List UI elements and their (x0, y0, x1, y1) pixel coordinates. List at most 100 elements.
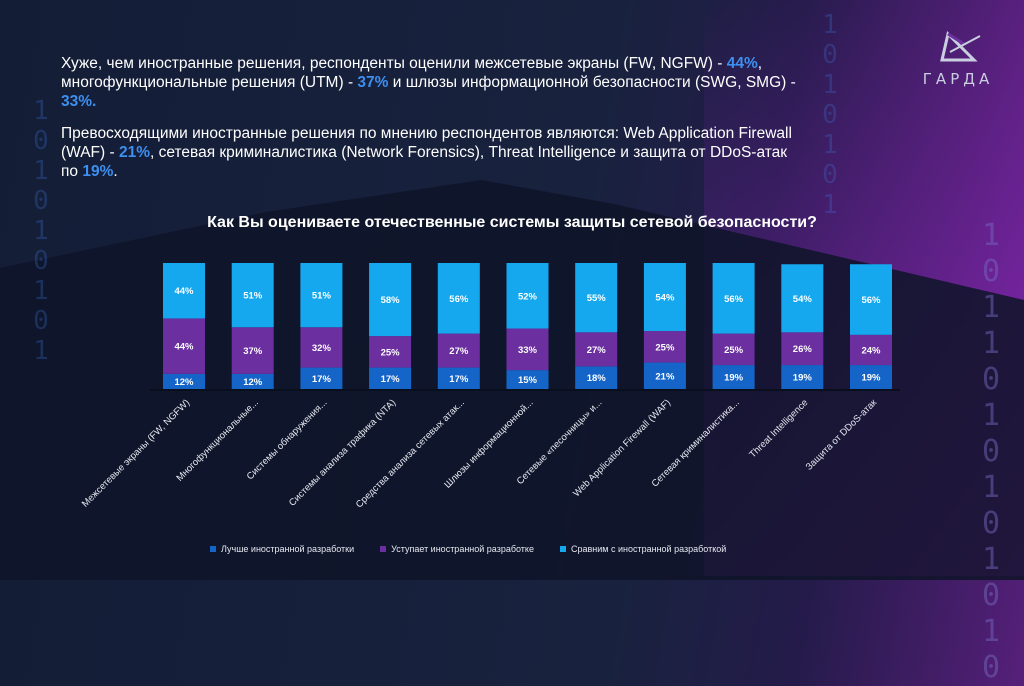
bar-segment (506, 370, 549, 389)
bar-segment (712, 263, 755, 334)
intro-p2-segment: , сетевая криминалистика (Network Forens… (61, 144, 788, 180)
legend-swatch-better (210, 546, 216, 552)
legend-label-better: Лучше иностранной разработки (221, 544, 355, 554)
intro-p1-segment: и шлюзы информационной безопасности (SWG… (388, 74, 796, 91)
bar-data-label: 19% (793, 373, 813, 384)
bar-segment (300, 327, 343, 368)
bar-data-label: 12% (174, 377, 194, 388)
bar-segment (300, 367, 343, 389)
bar-segment (163, 373, 205, 389)
bar-segment (850, 264, 892, 335)
intro-p1-segment: , многофункциональные решения (UTM) - (61, 55, 763, 91)
bar-data-label: 33% (518, 345, 538, 356)
bar-segment (575, 263, 618, 333)
bar-segment (575, 332, 618, 367)
intro-paragraph-2: Превосходящими иностранные решения по мн… (61, 124, 801, 181)
bar-segment (643, 362, 686, 389)
bar-segment (163, 318, 205, 374)
bar-segment (781, 332, 824, 366)
chart-legend: Лучше иностранной разработки Уступает ин… (210, 544, 726, 554)
bar-data-label: 24% (861, 345, 881, 356)
intro-p1-segment: 33%. (61, 93, 97, 110)
intro-p2-segment: Превосходящими иностранные решения по мн… (61, 125, 792, 161)
bar-segment (506, 263, 549, 329)
bar-data-label: 12% (243, 377, 263, 388)
bar-data-label: 25% (724, 345, 744, 356)
binary-decoration-left: 1 0 1 0 1 0 1 0 1 (33, 96, 49, 366)
bar-segment (369, 367, 412, 389)
bar-data-label: 54% (793, 294, 813, 305)
intro-p2-segment: . (113, 163, 118, 180)
bar-data-label: 44% (174, 286, 194, 297)
bar-data-label: 27% (587, 345, 607, 356)
bar-data-label: 56% (724, 294, 744, 305)
category-tick-label: Защита от DDoS-атак (804, 397, 880, 473)
category-tick-label: Системы обнаружения... (245, 397, 330, 482)
bar-segment (369, 336, 412, 368)
bar-segment (437, 333, 480, 368)
bar-segment (643, 263, 686, 332)
bar-data-label: 56% (449, 294, 469, 305)
garda-logo-icon (940, 31, 981, 62)
stacked-bar-chart: 12% 44% 44% Межсетевые экраны (FW, NGFW) 12%… (80, 263, 900, 510)
bar-segment (712, 365, 755, 389)
bar-data-label: 21% (655, 371, 675, 382)
intro-p1-segment: Хуже, чем иностранные решения, респонден… (61, 55, 727, 72)
bar-segment (850, 365, 892, 389)
bar-data-label: 54% (655, 293, 675, 304)
legend-swatch-worse (380, 546, 387, 552)
binary-decoration-middle: 1 0 1 0 1 0 1 (822, 10, 838, 220)
intro-paragraph-1: Хуже, чем иностранные решения, респонден… (61, 54, 801, 111)
bar-data-label: 17% (312, 374, 332, 385)
bar-data-label: 32% (312, 343, 332, 354)
legend-label-equal: Сравним с иностранной разработкой (570, 544, 727, 554)
bar-segment (231, 373, 274, 389)
bar-data-label: 25% (655, 342, 675, 353)
bar-segment (300, 263, 343, 328)
bar-data-label: 27% (449, 346, 469, 357)
bar-segment (712, 333, 755, 366)
bar-segment (506, 328, 549, 371)
bar-data-label: 52% (518, 291, 538, 302)
category-tick-label: Средства анализа сетевых атак... (354, 397, 467, 510)
bar-segment (369, 263, 412, 337)
bar-data-label: 58% (381, 295, 401, 306)
bar-segment (437, 263, 480, 334)
chart-title: Как Вы оцениваете отечественные системы … (207, 214, 817, 231)
bar-data-label: 55% (587, 293, 607, 304)
bar-segment (781, 264, 824, 333)
bar-data-label: 51% (312, 291, 332, 302)
bar-data-label: 19% (724, 373, 744, 384)
bar-segment (231, 327, 274, 374)
bar-data-label: 44% (174, 342, 194, 353)
intro-p2-segment: 21% (118, 144, 150, 161)
bar-data-label: 56% (861, 295, 881, 306)
bar-data-label: 26% (793, 344, 813, 355)
bar-data-label: 17% (449, 374, 469, 385)
intro-p2-segment: 19% (82, 163, 114, 180)
bar-data-label: 37% (243, 346, 263, 357)
bar-data-label: 17% (381, 374, 401, 385)
legend-item-better: Лучше иностранной разработки (210, 544, 354, 554)
legend-item-equal: Сравним с иностранной разработкой (559, 544, 727, 554)
legend-label-worse: Уступает иностранной разработке (391, 544, 534, 554)
category-tick-label: Threat Intelligence (747, 397, 810, 460)
category-tick-label: Межсетевые экраны (FW, NGFW) (80, 397, 192, 509)
legend-item-worse: Уступает иностранной разработке (380, 544, 534, 554)
bar-data-label: 19% (861, 373, 881, 384)
legend-swatch-equal (559, 546, 566, 552)
bar-data-label: 25% (381, 347, 401, 358)
category-tick-label: Системы анализа трафика (NTA) (287, 397, 398, 508)
bar-segment (163, 263, 205, 319)
bar-data-label: 51% (243, 291, 263, 302)
bar-data-label: 15% (518, 375, 538, 386)
bar-segment (575, 366, 618, 389)
bar-segment (437, 367, 480, 389)
bar-segment (231, 263, 274, 328)
logo-text: ГАРДА (922, 70, 994, 88)
intro-p1-segment: 44% (726, 55, 758, 72)
bar-segment (643, 331, 686, 363)
bar-segment (781, 365, 824, 389)
bar-segment (850, 334, 892, 366)
bar-data-label: 18% (587, 373, 607, 384)
